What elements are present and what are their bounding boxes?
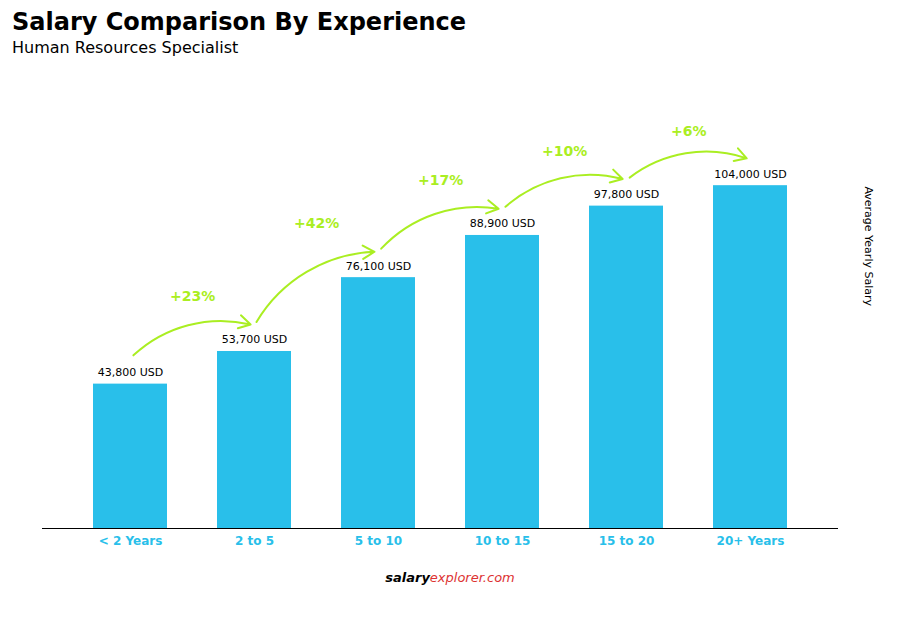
html-text:salary explorer.com: salary explorer.com bbox=[385, 570, 515, 585]
html-text:Human Resources Specialist: Human Resources Specialist bbox=[12, 38, 239, 57]
svg-text:Average Yearly Salary: Average Yearly Salary bbox=[862, 186, 875, 306]
svg-text:5 to 10: 5 to 10 bbox=[355, 534, 402, 548]
svg-text:53,700 USD: 53,700 USD bbox=[222, 333, 288, 346]
svg-text:< 2 Years: < 2 Years bbox=[99, 534, 163, 548]
svg-text:+17%: +17% bbox=[418, 172, 463, 188]
svg-text:104,000 USD: 104,000 USD bbox=[714, 168, 787, 181]
svg-text:+23%: +23% bbox=[170, 288, 215, 304]
svg-text:2 to 5: 2 to 5 bbox=[235, 534, 274, 548]
svg-text:10 to 15: 10 to 15 bbox=[475, 534, 531, 548]
svg-text:15 to 20: 15 to 20 bbox=[599, 534, 655, 548]
svg-text:+6%: +6% bbox=[671, 123, 707, 139]
svg-text:88,900 USD: 88,900 USD bbox=[470, 217, 536, 230]
svg-text:+10%: +10% bbox=[542, 143, 587, 159]
svg-text:+42%: +42% bbox=[294, 215, 339, 231]
svg-text:20+ Years: 20+ Years bbox=[717, 534, 785, 548]
svg-text:76,100 USD: 76,100 USD bbox=[346, 260, 412, 273]
svg-text:97,800 USD: 97,800 USD bbox=[594, 188, 660, 201]
svg-text:43,800 USD: 43,800 USD bbox=[98, 366, 164, 379]
html-text:Salary Comparison By Experienc: Salary Comparison By Experience bbox=[12, 8, 467, 36]
